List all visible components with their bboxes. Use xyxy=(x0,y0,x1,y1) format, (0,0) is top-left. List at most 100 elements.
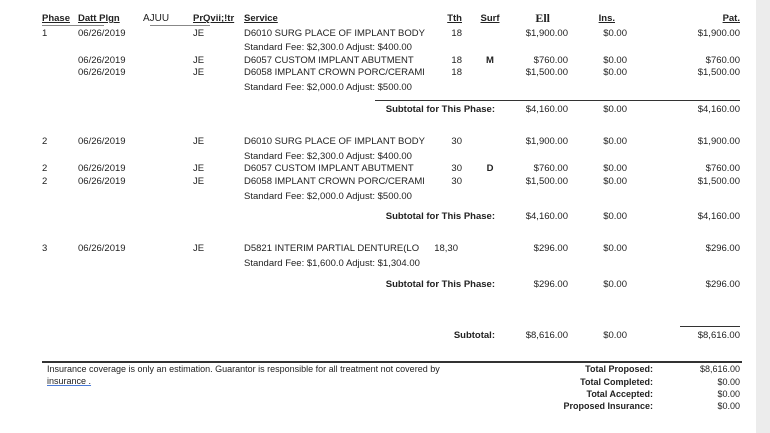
cell-tooth: 18 xyxy=(451,28,462,39)
divider xyxy=(42,25,104,26)
grand-subtotal-label: Subtotal: xyxy=(453,330,495,341)
fee-note: Standard Fee: $2,000.0 Adjust: $500.00 xyxy=(0,82,760,94)
cell-service: D5821 INTERIM PARTIAL DENTURE(LO xyxy=(244,243,420,254)
cell-prov: JE xyxy=(193,176,205,187)
header-surf: Surf xyxy=(480,13,500,24)
fee-note: Standard Fee: $2,000.0 Adjust: $500.00 xyxy=(0,191,760,203)
fee-note: Standard Fee: $1,600.0 Adjust: $1,304.00 xyxy=(0,258,760,270)
cell-surf: D xyxy=(486,163,494,174)
subtotal-subtotal-label: Subtotal for This Phase: xyxy=(385,104,495,115)
cell-pat: $296.00 xyxy=(705,243,740,254)
cell-ins: $0.00 xyxy=(603,136,627,147)
cell-prov: JE xyxy=(193,136,205,147)
proposed-insurance-value: $0.00 xyxy=(717,401,740,411)
divider xyxy=(150,25,210,26)
total-accepted-label: Total Accepted: xyxy=(586,389,653,399)
fee-note-text: Standard Fee: $2,300.0 Adjust: $400.00 xyxy=(244,151,412,162)
table-row: 06/26/2019 JE D6058 IMPLANT CROWN PORC/CER… xyxy=(0,67,760,79)
fee-note-text: Standard Fee: $2,000.0 Adjust: $500.00 xyxy=(244,191,412,202)
scrollbar[interactable] xyxy=(756,0,770,433)
total-accepted-value: $0.00 xyxy=(717,389,740,399)
total-proposed-label: Total Proposed: xyxy=(585,364,653,374)
table-row: 1 06/26/2019 JE D6010 SURG PLACE OF IMPLANT… xyxy=(0,28,760,40)
subtotal-subtotal-fee: $4,160.00 xyxy=(525,211,568,222)
total-completed-label: Total Completed: xyxy=(580,377,653,387)
cell-date: 06/26/2019 xyxy=(78,136,126,147)
cell-service: D6058 IMPLANT CROWN PORC/CERAMI xyxy=(244,67,425,78)
fee-note-text: Standard Fee: $2,300.0 Adjust: $400.00 xyxy=(244,42,412,53)
cell-service: D6057 CUSTOM IMPLANT ABUTMENT xyxy=(244,55,414,66)
subtotal-subtotal-fee: $4,160.00 xyxy=(525,104,568,115)
divider xyxy=(42,361,742,363)
fee-note: Standard Fee: $2,300.0 Adjust: $400.00 xyxy=(0,42,760,54)
cell-tooth: 30 xyxy=(451,163,462,174)
disclaimer: Insurance coverage is only an estimation… xyxy=(47,364,440,374)
cell-prov: JE xyxy=(193,28,205,39)
cell-surf: M xyxy=(486,55,494,66)
column-headers: Phase Datt Plgn AJUU PrQvii;!tr Service … xyxy=(0,11,760,25)
table-row: 2 06/26/2019 JE D6058 IMPLANT CROWN PORC/CE… xyxy=(0,176,760,188)
cell-pat: $1,500.00 xyxy=(697,67,740,78)
subtotal-subtotal-label: Subtotal for This Phase: xyxy=(385,279,495,290)
header-phase: Phase xyxy=(42,13,70,24)
subtotal-subtotal-pat: $4,160.00 xyxy=(697,104,740,115)
phase-subtotal-row: Subtotal for This Phase: $296.00 $0.00 $296… xyxy=(0,279,760,291)
cell-service: D6010 SURG PLACE OF IMPLANT BODY xyxy=(244,28,425,39)
subtotal-subtotal-fee: $296.00 xyxy=(533,279,568,290)
cell-ins: $0.00 xyxy=(603,176,627,187)
cell-tooth: 30 xyxy=(451,176,462,187)
cell-fee: $760.00 xyxy=(533,163,568,174)
cell-phase: 2 xyxy=(42,136,48,147)
table-row: 2 06/26/2019 JE D6057 CUSTOM IMPLANT ABUTME… xyxy=(0,163,760,175)
cell-pat: $760.00 xyxy=(705,163,740,174)
cell-phase: 2 xyxy=(42,163,48,174)
table-row: 3 06/26/2019 JE D5821 INTERIM PARTIAL DENTU… xyxy=(0,243,760,255)
grand-fee: $8,616.00 xyxy=(525,330,568,341)
cell-phase: 2 xyxy=(42,176,48,187)
table-row: 2 06/26/2019 JE D6010 SURG PLACE OF IMPLANT… xyxy=(0,136,760,148)
cell-fee: $296.00 xyxy=(533,243,568,254)
cell-date: 06/26/2019 xyxy=(78,163,126,174)
cell-date: 06/26/2019 xyxy=(78,243,126,254)
header-provider: PrQvii;!tr xyxy=(193,13,235,24)
cell-pat: $1,500.00 xyxy=(697,176,740,187)
cell-ins: $0.00 xyxy=(603,55,627,66)
cell-fee: $1,900.00 xyxy=(525,136,568,147)
subtotal-subtotal-ins: $0.00 xyxy=(603,279,627,290)
cell-prov: JE xyxy=(193,55,205,66)
cell-phase: 1 xyxy=(42,28,48,39)
cell-pat: $760.00 xyxy=(705,55,740,66)
cell-pat: $1,900.00 xyxy=(697,136,740,147)
grand-ins: $0.00 xyxy=(603,330,627,341)
cell-ins: $0.00 xyxy=(603,28,627,39)
header-extra: AJUU xyxy=(143,13,170,24)
cell-date: 06/26/2019 xyxy=(78,67,126,78)
cell-service: D6058 IMPLANT CROWN PORC/CERAMI xyxy=(244,176,425,187)
subtotal-subtotal-ins: $0.00 xyxy=(603,211,627,222)
cell-tooth: 18 xyxy=(451,67,462,78)
fee-note-text: Standard Fee: $1,600.0 Adjust: $1,304.00 xyxy=(244,258,420,269)
phase-subtotal-row: Subtotal for This Phase: $4,160.00 $0.00 $4… xyxy=(0,211,760,223)
cell-date: 06/26/2019 xyxy=(78,28,126,39)
cell-fee: $1,900.00 xyxy=(525,28,568,39)
cell-pat: $1,900.00 xyxy=(697,28,740,39)
header-tooth: Tth xyxy=(447,13,462,24)
cell-date: 06/26/2019 xyxy=(78,55,126,66)
cell-prov: JE xyxy=(193,163,205,174)
cell-prov: JE xyxy=(193,243,205,254)
header-pat: Pat. xyxy=(722,13,740,24)
disclaimer-cont: insurance . xyxy=(47,376,92,386)
cell-service: D6057 CUSTOM IMPLANT ABUTMENT xyxy=(244,163,414,174)
subtotal-subtotal-pat: $296.00 xyxy=(705,279,740,290)
cell-service: D6010 SURG PLACE OF IMPLANT BODY xyxy=(244,136,425,147)
divider xyxy=(375,100,740,101)
phase-subtotal-row: Subtotal for This Phase: $4,160.00 $0.00 $4… xyxy=(0,104,760,116)
header-ins: Ins. xyxy=(598,13,615,24)
subtotal-subtotal-pat: $4,160.00 xyxy=(697,211,740,222)
cell-fee: $760.00 xyxy=(533,55,568,66)
header-service: Service xyxy=(244,13,278,24)
proposed-insurance-label: Proposed Insurance: xyxy=(563,401,653,411)
cell-ins: $0.00 xyxy=(603,163,627,174)
cell-fee: $1,500.00 xyxy=(525,67,568,78)
divider xyxy=(680,326,740,327)
